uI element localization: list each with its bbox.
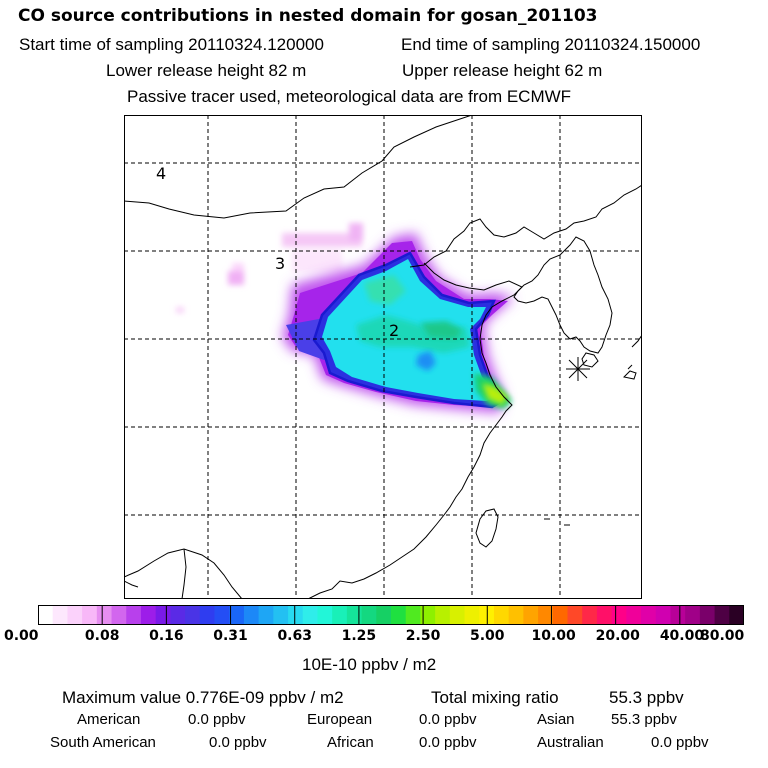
map-panel: 4 3 2 <box>124 115 642 599</box>
lower-release-height: Lower release height 82 m <box>106 61 307 80</box>
colorbar-tick-label: 0.31 <box>213 628 248 644</box>
colorbar-cell <box>714 605 730 625</box>
coastline <box>124 115 642 599</box>
colorbar-cell <box>493 605 510 625</box>
colorbar-cell <box>126 605 142 625</box>
colorbar-cell <box>596 605 613 625</box>
colorbar-cell <box>111 605 127 625</box>
region-american-value: 0.0 ppbv <box>188 711 246 728</box>
colorbar-cell <box>582 605 598 625</box>
concentration-plume <box>176 223 514 413</box>
region-european-label: European <box>307 711 373 728</box>
colorbar-tick-label: 20.00 <box>595 628 640 644</box>
colorbar-cell <box>140 605 157 625</box>
region-european-value: 0.0 ppbv <box>419 711 477 728</box>
colorbar-cell <box>332 605 348 625</box>
end-time-label: End time of sampling 20110324.150000 <box>401 35 701 54</box>
colorbar-cell <box>405 605 422 625</box>
colorbar-cell <box>302 605 319 625</box>
region-african-label: African <box>327 734 374 751</box>
colorbar-cell <box>52 605 69 625</box>
colorbar-cell <box>435 605 451 625</box>
colorbar-cell <box>685 605 701 625</box>
colorbar-tick-label: 2.50 <box>405 628 441 644</box>
region-asian-label: Asian <box>537 711 575 728</box>
colorbar-cell <box>641 605 657 625</box>
colorbar-tick-label: 0.63 <box>277 628 312 644</box>
region-label-4: 4 <box>156 164 166 183</box>
colorbar-cell <box>523 605 539 625</box>
colorbar-tick-label: 10.00 <box>531 628 576 644</box>
colorbar-cell <box>199 605 216 625</box>
colorbar-cell <box>464 605 480 625</box>
colorbar-cell <box>655 605 672 625</box>
colorbar-cell <box>391 605 407 625</box>
colorbar-tick-label: 80.00 <box>700 628 745 644</box>
colorbar-unit: 10E-10 ppbv / m2 <box>302 655 437 674</box>
start-time-label: Start time of sampling 20110324.120000 <box>19 35 324 54</box>
upper-release-height: Upper release height 62 m <box>402 61 603 80</box>
colorbar-cell <box>96 605 113 625</box>
tracer-note: Passive tracer used, meteorological data… <box>127 87 572 106</box>
colorbar-cell <box>361 605 377 625</box>
colorbar-cell <box>82 605 98 625</box>
region-label-3: 3 <box>275 254 285 273</box>
colorbar-cell <box>449 605 466 625</box>
colorbar-cell <box>38 605 54 625</box>
colorbar-tick-label: 0.08 <box>84 628 120 644</box>
colorbar-tick-label: 1.25 <box>341 628 377 644</box>
max-value-label: Maximum value 0.776E-09 ppbv / m2 <box>62 688 344 707</box>
colorbar-cell <box>538 605 554 625</box>
colorbar-cell <box>243 605 260 625</box>
colorbar-cell <box>552 605 569 625</box>
colorbar-cell <box>420 605 436 625</box>
colorbar-tick-label: 0.16 <box>149 628 184 644</box>
colorbar-cell <box>288 605 304 625</box>
colorbar-cell <box>170 605 186 625</box>
receptor-star-icon <box>566 357 590 381</box>
colorbar-cell <box>670 605 686 625</box>
colorbar-cell <box>729 605 744 625</box>
colorbar-cell <box>214 605 230 625</box>
region-african-value: 0.0 ppbv <box>419 734 477 751</box>
lat-lon-grid <box>124 115 642 599</box>
colorbar-tick-label: 0.00 <box>4 628 39 644</box>
colorbar-cell <box>273 605 289 625</box>
colorbar-cell <box>317 605 333 625</box>
colorbar-cell <box>567 605 583 625</box>
region-asian-value: 55.3 ppbv <box>611 711 677 728</box>
total-mixing-label: Total mixing ratio <box>431 688 559 707</box>
colorbar <box>38 605 744 625</box>
region-american-label: American <box>77 711 141 728</box>
colorbar-cell <box>626 605 642 625</box>
colorbar-cell <box>611 605 627 625</box>
region-south-american-value: 0.0 ppbv <box>209 734 267 751</box>
total-mixing-value: 55.3 ppbv <box>609 688 684 707</box>
colorbar-cell <box>258 605 274 625</box>
colorbar-cell <box>346 605 363 625</box>
colorbar-cell <box>229 605 245 625</box>
map-frame <box>124 115 642 599</box>
colorbar-cell <box>508 605 524 625</box>
colorbar-cell <box>185 605 201 625</box>
colorbar-tick-label: 5.00 <box>469 628 505 644</box>
colorbar-cell <box>155 605 171 625</box>
colorbar-cell <box>67 605 83 625</box>
region-south-american-label: South American <box>50 734 156 751</box>
region-australian-label: Australian <box>537 734 604 751</box>
colorbar-cell <box>699 605 716 625</box>
colorbar-cell <box>376 605 392 625</box>
map-title: CO source contributions in nested domain… <box>18 6 598 26</box>
region-australian-value: 0.0 ppbv <box>651 734 709 751</box>
region-label-2: 2 <box>389 321 399 340</box>
colorbar-tick-label: 40.00 <box>659 628 705 644</box>
